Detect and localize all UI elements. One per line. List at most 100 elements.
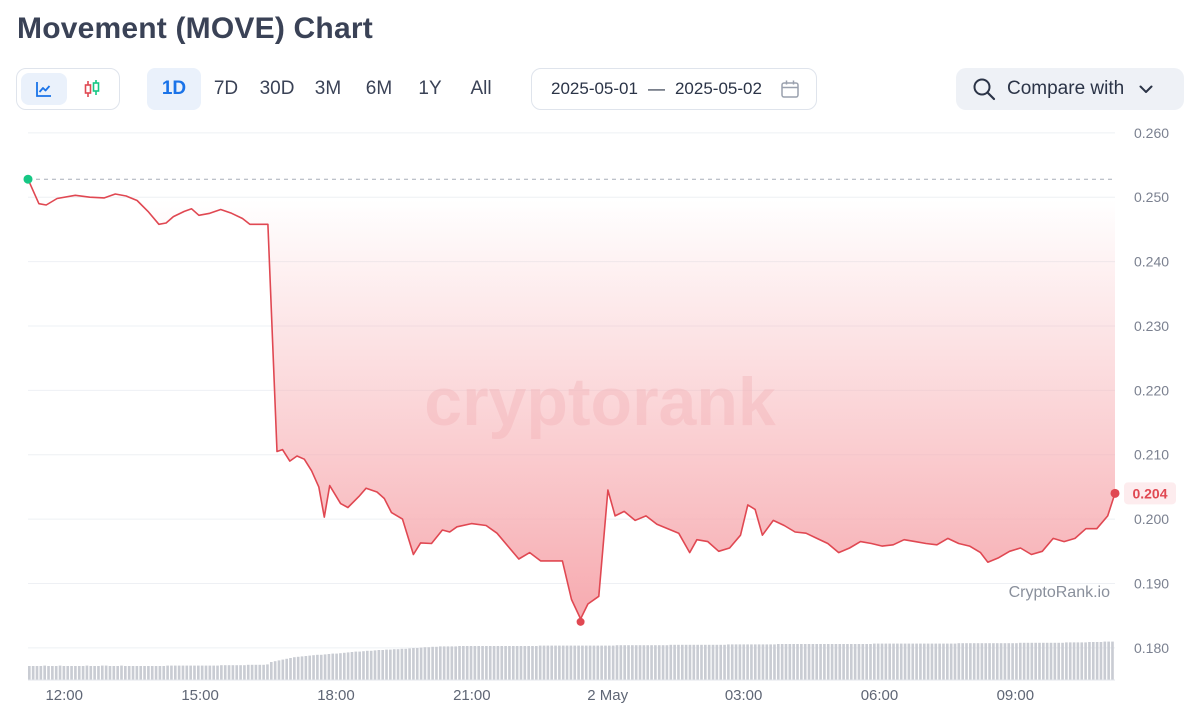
volume-bar — [857, 644, 861, 680]
line-chart-icon — [36, 82, 51, 97]
period-7d-button[interactable]: 7D — [213, 78, 239, 99]
volume-bar — [922, 643, 926, 680]
volume-bar — [834, 644, 838, 680]
volume-bar — [293, 657, 296, 680]
volume-bar — [680, 644, 684, 680]
volume-bar — [746, 644, 749, 680]
volume-bar — [558, 645, 561, 680]
volume-bar — [435, 646, 438, 680]
volume-bar — [550, 645, 554, 680]
period-30d-button[interactable]: 30D — [259, 78, 295, 99]
volume-bar — [615, 645, 619, 680]
volume-bar — [581, 645, 584, 680]
period-1d-button[interactable]: 1D — [147, 68, 201, 110]
period-3m-button[interactable]: 3M — [314, 78, 342, 99]
volume-bar — [700, 644, 703, 680]
volume-bar — [865, 644, 868, 680]
volume-bar — [780, 644, 784, 680]
volume-bar — [465, 646, 469, 680]
volume-bar — [231, 665, 235, 680]
volume-bar — [477, 646, 481, 680]
volume-bars — [28, 641, 1114, 680]
volume-bar — [692, 644, 696, 680]
volume-bar — [362, 651, 365, 680]
volume-bar — [688, 644, 692, 680]
y-tick-label: 0.240 — [1134, 254, 1169, 270]
volume-bar — [62, 666, 66, 680]
x-tick-label: 09:00 — [997, 687, 1035, 704]
date-to: 2025-05-02 — [674, 79, 762, 98]
volume-bar — [254, 664, 258, 680]
y-tick-label: 0.220 — [1134, 382, 1169, 398]
volume-bar — [212, 665, 216, 680]
volume-bar — [715, 644, 719, 680]
volume-bar — [116, 666, 119, 680]
volume-bar — [442, 646, 446, 680]
volume-bar — [807, 644, 811, 680]
volume-bar — [93, 666, 96, 680]
volume-bar — [1049, 642, 1053, 680]
volume-bar — [673, 644, 676, 680]
volume-bar — [143, 666, 146, 680]
volume-bar — [903, 643, 907, 680]
volume-bar — [385, 649, 388, 680]
volume-bar — [730, 644, 734, 680]
volume-bar — [28, 666, 31, 680]
volume-bar — [100, 665, 104, 680]
volume-bar — [907, 643, 911, 680]
volume-bar — [500, 646, 504, 680]
volume-bar — [300, 656, 304, 680]
period-1y-button[interactable]: 1Y — [418, 78, 442, 99]
volume-bar — [784, 644, 788, 680]
volume-bar — [738, 644, 742, 680]
line-chart-button[interactable] — [21, 73, 67, 105]
x-tick-label: 2 May — [587, 687, 628, 704]
volume-bar — [85, 665, 89, 680]
volume-bar — [750, 644, 753, 680]
volume-bar — [657, 645, 661, 680]
volume-bar — [992, 643, 995, 680]
volume-bar — [181, 665, 185, 680]
volume-bar — [876, 643, 880, 680]
volume-bar — [853, 644, 857, 680]
period-all-button[interactable]: All — [470, 78, 492, 99]
volume-bar — [43, 665, 46, 680]
volume-bar — [661, 645, 665, 680]
volume-bar — [1103, 641, 1107, 680]
volume-bar — [588, 645, 592, 680]
volume-bar — [185, 665, 189, 680]
volume-bar — [70, 666, 73, 680]
volume-bar — [946, 643, 949, 680]
volume-bar — [481, 646, 484, 680]
volume-bar — [861, 644, 865, 680]
volume-bar — [1038, 642, 1041, 680]
volume-bar — [1007, 643, 1011, 680]
volume-bar — [988, 643, 991, 680]
compare-with-button[interactable]: Compare with — [956, 68, 1184, 110]
volume-bar — [58, 665, 62, 680]
date-range-picker[interactable]: 2025-05-01 — 2025-05-02 — [531, 68, 817, 110]
volume-bar — [796, 644, 799, 680]
volume-bar — [469, 646, 473, 680]
volume-bar — [1072, 642, 1076, 680]
volume-bar — [1061, 642, 1064, 680]
volume-bar — [607, 645, 611, 680]
volume-bar — [204, 665, 208, 680]
volume-bar — [235, 665, 239, 680]
volume-bar — [316, 654, 319, 680]
volume-bar — [74, 666, 77, 680]
period-6m-button[interactable]: 6M — [365, 78, 393, 99]
volume-bar — [423, 647, 427, 680]
candlestick-chart-button[interactable] — [69, 73, 115, 105]
volume-bar — [1045, 642, 1049, 680]
volume-bar — [327, 654, 331, 680]
volume-bar — [569, 645, 573, 680]
volume-bar — [965, 643, 968, 680]
volume-bar — [381, 650, 385, 680]
volume-bar — [243, 665, 246, 680]
volume-bar — [51, 666, 54, 680]
volume-bar — [957, 643, 961, 680]
volume-bar — [216, 665, 219, 680]
volume-bar — [504, 646, 507, 680]
